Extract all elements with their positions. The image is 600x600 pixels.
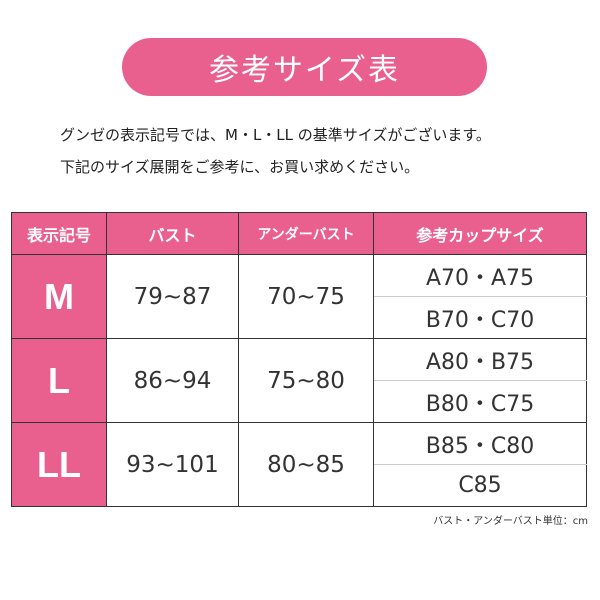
under-value: 75~80	[238, 338, 374, 423]
under-value: 70~75	[238, 254, 374, 339]
header-size: 表示記号	[11, 212, 107, 255]
cup-value: A70・A75	[373, 254, 587, 297]
bust-value: 93~101	[106, 422, 239, 507]
header-under: アンダーバスト	[238, 212, 374, 255]
intro-line-1: グンゼの表示記号では、M・L・LL の基準サイズがございます。	[60, 126, 491, 144]
size-table: 表示記号 バスト アンダーバスト 参考カップサイズ M 79~87 70~75 …	[11, 212, 587, 507]
cup-value: A80・B75	[373, 338, 587, 381]
intro-line-2: 下記のサイズ展開をご参考に、お買い求めください。	[60, 158, 420, 176]
cup-value: B70・C70	[373, 296, 587, 339]
under-value: 80~85	[238, 422, 374, 507]
bust-value: 79~87	[106, 254, 239, 339]
size-label: L	[11, 338, 107, 423]
unit-note: バスト・アンダーバスト単位：cm	[433, 516, 588, 527]
header-cup: 参考カップサイズ	[373, 212, 587, 255]
table-row: L 86~94 75~80 A80・B75	[11, 338, 587, 423]
size-label: LL	[11, 422, 107, 507]
page-title: 参考サイズ表	[122, 38, 487, 96]
cup-value: B85・C80	[373, 422, 587, 465]
table-row: LL 93~101 80~85 B85・C80	[11, 422, 587, 507]
size-label: M	[11, 254, 107, 339]
header-bust: バスト	[106, 212, 239, 255]
table-header: 表示記号 バスト アンダーバスト 参考カップサイズ	[11, 212, 587, 255]
cup-value: C85	[373, 464, 587, 507]
table-row: M 79~87 70~75 A70・A75	[11, 254, 587, 339]
bust-value: 86~94	[106, 338, 239, 423]
cup-value: B80・C75	[373, 380, 587, 423]
